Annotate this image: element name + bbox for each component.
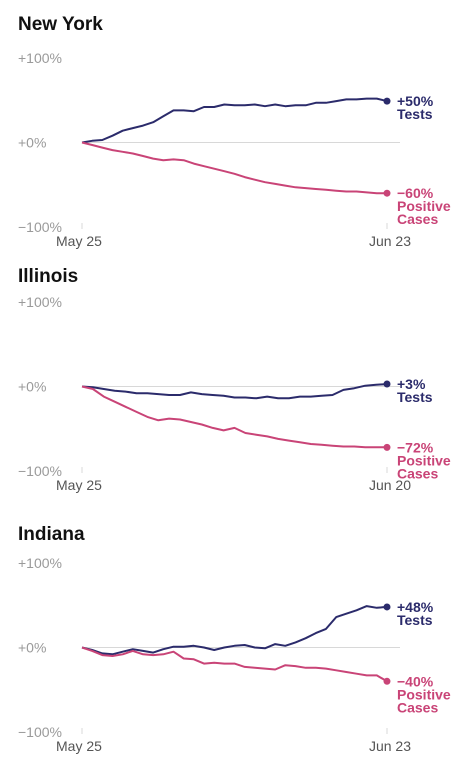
series-name: Cases [397,699,438,715]
y-tick-label: +0% [18,379,46,395]
chart-panel-illinois: Illinois +100% +0% −100% May 25 Jun 20 +3% Tes… [0,258,466,510]
line-chart: +100% +0% −100%May 25 Jun 20 +3%Tests −72%Pos… [18,294,451,493]
series-end-value: +3% [397,376,426,392]
x-tick-label: May 25 [56,477,102,493]
line-chart: +100% +0% −100%May 25 Jun 23 +50%Tests −60%Po… [18,50,451,249]
series-end-value: −72% [397,439,434,455]
series-end-point-cases [383,189,391,197]
series-line-tests [81,383,388,400]
series-name: Positive [397,452,451,468]
chart-panel-indiana: Indiana +100% +0% −100% May 25 Jun 23 +48% Tes… [0,510,466,768]
series-end-label-tests: +50%Tests [397,93,434,122]
y-tick-label: +100% [18,555,62,571]
series-end-value: +48% [397,599,434,615]
x-tick-label: May 25 [56,233,102,249]
series-end-value: −60% [397,185,434,201]
x-tick-label: May 25 [56,738,102,754]
series-end-point-tests [383,603,391,611]
series-line-cases [81,646,388,683]
y-tick-label: +100% [18,294,62,310]
series-name: Cases [397,211,438,227]
series-line-tests [81,97,388,144]
series-end-point-tests [383,380,391,388]
series-end-value: +50% [397,93,434,109]
x-tick-label: Jun 23 [369,233,411,249]
series-line-cases [81,141,387,195]
series-name: Positive [397,686,451,702]
chart-panel-new-york: New York +100% +0% −100% May 25 Jun 23 +50% Te… [0,0,466,258]
y-tick-label: −100% [18,724,62,740]
x-tick-label: Jun 20 [369,477,411,493]
series-end-point-tests [383,97,391,105]
series-name: Positive [397,198,451,214]
series-line-tests [81,605,388,656]
series-name: Tests [397,612,433,628]
series-name: Tests [397,389,433,405]
y-tick-label: +0% [18,135,46,151]
series-name: Cases [397,465,438,481]
series-end-value: −40% [397,673,434,689]
chart-title: New York [18,14,103,35]
series-name: Tests [397,106,433,122]
chart-title: Illinois [18,266,79,287]
series-end-label-tests: +48%Tests [397,599,434,628]
series-line-cases [81,385,387,449]
series-end-point-cases [383,677,391,685]
y-tick-label: +0% [18,640,46,656]
x-tick-label: Jun 23 [369,738,411,754]
series-end-point-cases [383,443,391,451]
line-chart: +100% +0% −100%May 25 Jun 23 +48%Tests −40%Po… [18,555,451,754]
y-tick-label: −100% [18,219,62,235]
series-end-label-tests: +3%Tests [397,376,433,405]
chart-title: Indiana [18,524,85,545]
y-tick-label: +100% [18,50,62,66]
y-tick-label: −100% [18,463,62,479]
